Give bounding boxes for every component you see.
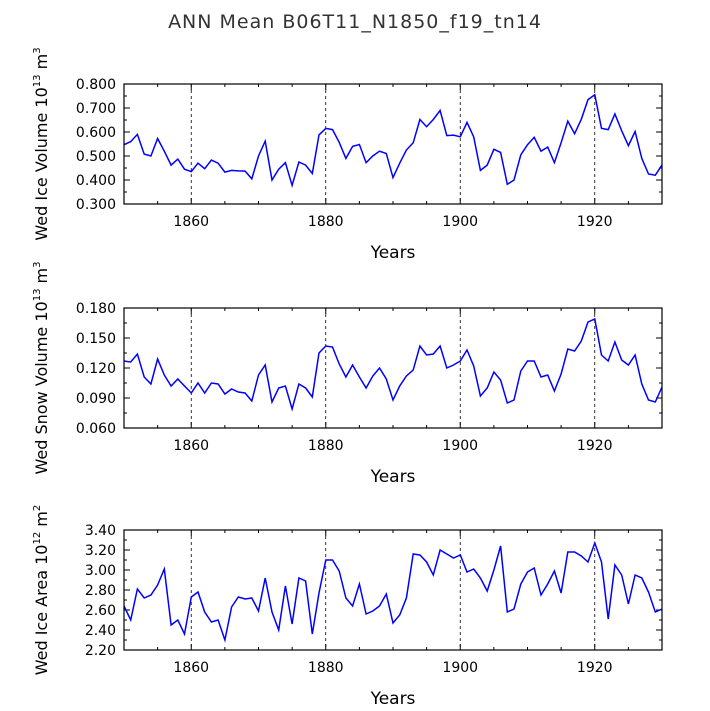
xtick-label: 1900: [442, 438, 478, 454]
xtick-label: 1880: [308, 660, 344, 676]
ytick-label-group: 0.060 0.090 0.120 0.150 0.180: [76, 301, 116, 437]
ytick-label-group: 0.300 0.400 0.500 0.600 0.700 0.800: [76, 77, 116, 213]
plot-frame: [123, 529, 663, 651]
vline-group: [190, 84, 596, 204]
xtick-label-group: 1860 1880 1900 1920: [173, 660, 612, 676]
y-axis-label-exponent: 13: [32, 74, 43, 87]
ytick-label: 2.20: [85, 643, 116, 659]
ytick-label: 2.80: [85, 583, 116, 599]
y-axis-label-unit-exponent: 2: [32, 505, 43, 511]
tick-mark-group: [123, 529, 663, 651]
y-axis-label-unit-exponent: 3: [32, 47, 43, 53]
x-axis-label: Years: [370, 243, 416, 263]
xtick-label: 1860: [173, 438, 209, 454]
ytick-label-group: 2.20 2.40 2.60 2.80 3.00 3.20 3.40: [85, 523, 116, 659]
ytick-label: 2.40: [85, 623, 116, 639]
ytick-label: 2.60: [85, 603, 116, 619]
panel-snow-volume: 0.060 0.090 0.120 0.150 0.180 1860 1880 1900 19…: [32, 262, 663, 487]
y-axis-label: Wed Snow Volume 1013 m3: [32, 262, 51, 475]
plot-frame: [123, 83, 663, 205]
x-axis-label: Years: [370, 689, 416, 709]
xtick-label: 1920: [577, 438, 613, 454]
vline-group: [190, 308, 596, 428]
ytick-label: 0.300: [76, 197, 116, 213]
ytick-label: 0.150: [76, 331, 116, 347]
vline-group: [190, 530, 596, 650]
tick-mark-group: [123, 307, 663, 429]
ytick-label: 0.800: [76, 77, 116, 93]
ytick-label: 0.090: [76, 391, 116, 407]
xtick-label: 1860: [173, 214, 209, 230]
series-line-ice-area: [123, 540, 663, 643]
y-axis-label-unit: m: [32, 511, 51, 532]
ytick-label: 3.20: [85, 543, 116, 559]
y-axis-label-unit-exponent: 3: [32, 262, 43, 268]
xtick-label: 1880: [308, 438, 344, 454]
ytick-label: 0.600: [76, 125, 116, 141]
panel-ice-area: 2.20 2.40 2.60 2.80 3.00 3.20 3.40 1860 1880 190…: [32, 505, 663, 709]
y-axis-label-exponent: 12: [32, 532, 43, 545]
xtick-label: 1900: [442, 660, 478, 676]
xtick-label-group: 1860 1880 1900 1920: [173, 214, 612, 230]
x-axis-label: Years: [370, 467, 416, 487]
plot-frame: [123, 307, 663, 429]
xtick-label: 1880: [308, 214, 344, 230]
ytick-label: 3.00: [85, 563, 116, 579]
xtick-label: 1920: [577, 214, 613, 230]
y-axis-label-unit: m: [32, 268, 51, 289]
y-axis-label: Wed Ice Volume 1013 m3: [32, 47, 51, 240]
ytick-label: 0.400: [76, 173, 116, 189]
y-axis-label-exponent: 13: [32, 289, 43, 302]
y-axis-label-main: Wed Ice Volume 10: [32, 87, 51, 240]
y-axis-label-main: Wed Ice Area 10: [32, 545, 51, 676]
series-line-ice-volume: [123, 93, 663, 188]
xtick-label: 1920: [577, 660, 613, 676]
figure-title: ANN Mean B06T11_N1850_f19_tn14: [168, 11, 542, 33]
ytick-label: 0.500: [76, 149, 116, 165]
xtick-label: 1860: [173, 660, 209, 676]
ytick-label: 0.060: [76, 421, 116, 437]
y-axis-label-main: Wed Snow Volume 10: [32, 301, 51, 474]
ytick-label: 0.180: [76, 301, 116, 317]
ytick-label: 0.120: [76, 361, 116, 377]
xtick-label: 1900: [442, 214, 478, 230]
ytick-label: 0.700: [76, 101, 116, 117]
y-axis-label-unit: m: [32, 54, 51, 75]
xtick-label-group: 1860 1880 1900 1920: [173, 438, 612, 454]
y-axis-label: Wed Ice Area 1012 m2: [32, 505, 51, 675]
series-line-snow-volume: [123, 317, 663, 412]
tick-mark-group: [123, 83, 663, 205]
ytick-label: 3.40: [85, 523, 116, 539]
